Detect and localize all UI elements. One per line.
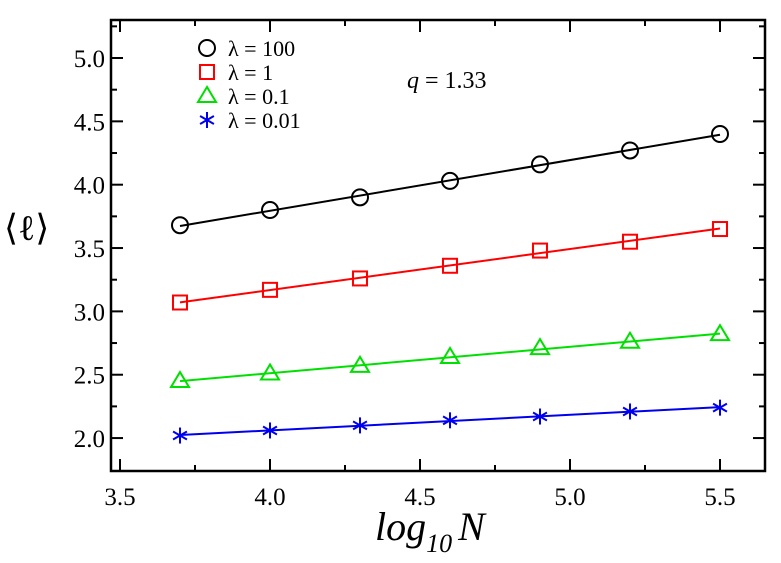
data-point-asterisk [712, 399, 728, 416]
data-point-asterisk [172, 427, 188, 444]
y-tick-label: 2.5 [74, 363, 105, 390]
data-point-asterisk [352, 417, 368, 434]
series-2 [169, 323, 731, 389]
data-point-asterisk [622, 403, 638, 420]
x-axis-label-var: N [457, 504, 487, 549]
axis-ticks: 3.5 4.0 4.5 5.0 5.5 2.0 2.5 3.0 3.5 4.0 4.5 5.0 [74, 20, 765, 511]
data-point-circle [531, 155, 549, 174]
data-point-triangle [169, 370, 191, 389]
data-point-circle [351, 188, 369, 207]
data-point-circle [441, 171, 459, 190]
y-tick-label: 5.0 [74, 46, 105, 73]
legend-item: λ = 0.1 [196, 84, 290, 109]
data-point-asterisk [532, 408, 548, 425]
legend-label: λ = 1 [228, 60, 273, 85]
legend-label: λ = 0.1 [228, 84, 290, 109]
y-tick-label: 4.5 [74, 109, 105, 136]
annotation-rest: = 1.33 [419, 68, 487, 94]
data-point-triangle [349, 354, 371, 373]
x-tick-label: 4.5 [404, 484, 435, 511]
x-axis-label-sub: 10 [426, 529, 452, 558]
data-point-square [442, 257, 458, 274]
fit-line [179, 227, 721, 304]
series-layer [169, 125, 731, 444]
data-point-square [352, 270, 368, 287]
y-tick-label: 3.5 [74, 236, 105, 263]
y-tick-label: 3.0 [74, 299, 105, 326]
data-point-asterisk [262, 422, 278, 439]
data-point-triangle [529, 337, 551, 356]
x-tick-label: 5.5 [704, 484, 735, 511]
x-tick-label: 4.0 [254, 484, 285, 511]
legend-marker-asterisk [199, 112, 215, 128]
y-tick-label: 4.0 [74, 173, 105, 200]
data-point-triangle [259, 362, 281, 381]
data-point-square [532, 242, 548, 259]
legend-item: λ = 100 [198, 36, 295, 61]
legend-marker-triangle [196, 85, 218, 103]
data-point-square [262, 281, 278, 298]
x-axis-label: log10 N [375, 504, 487, 558]
data-point-triangle [619, 330, 641, 349]
y-tick-label: 2.0 [74, 426, 105, 453]
data-point-square [172, 294, 188, 311]
data-point-triangle [709, 323, 731, 342]
legend-marker-square [199, 64, 215, 80]
annotation-var: q [407, 68, 419, 94]
series-1 [172, 221, 728, 311]
data-point-circle [261, 201, 279, 220]
plot-frame [109, 18, 767, 473]
data-point-circle [171, 216, 189, 235]
legend-item: λ = 1 [199, 60, 273, 85]
annotation: q = 1.33 [407, 68, 487, 94]
y-axis-label: ⟨ℓ⟩ [4, 208, 49, 248]
series-0 [171, 125, 729, 235]
fit-line [179, 332, 721, 383]
data-point-square [712, 221, 728, 238]
x-axis-label-main: log [375, 504, 426, 549]
data-point-square [622, 233, 638, 250]
series-3 [172, 399, 728, 444]
data-point-triangle [439, 346, 461, 364]
legend-item: λ = 0.01 [199, 108, 301, 133]
data-point-circle [621, 141, 639, 160]
x-tick-label: 3.5 [104, 484, 135, 511]
data-point-circle [711, 125, 729, 144]
x-tick-label: 5.0 [554, 484, 585, 511]
data-point-asterisk [442, 412, 458, 429]
legend-label: λ = 0.01 [228, 108, 301, 133]
legend-marker-circle [198, 39, 216, 57]
fit-line [179, 133, 721, 227]
legend-label: λ = 100 [228, 36, 295, 61]
